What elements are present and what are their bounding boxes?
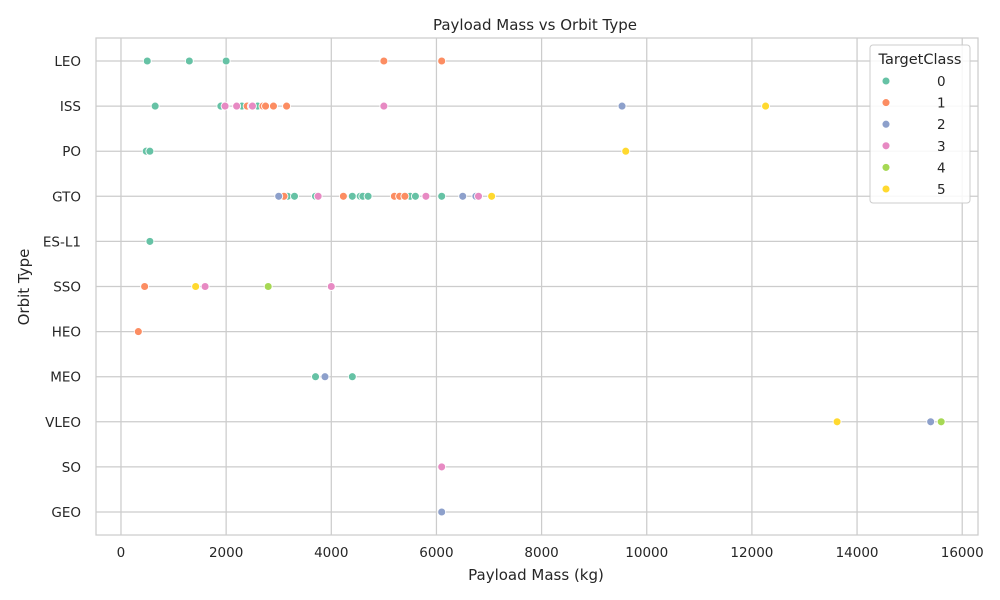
y-tick-label: MEO <box>50 370 81 386</box>
data-point-class-0 <box>145 146 155 156</box>
x-tick-label: 8000 <box>524 545 558 561</box>
x-tick-label: 10000 <box>625 545 668 561</box>
x-tick-label: 16000 <box>941 545 984 561</box>
data-point-class-1 <box>261 101 271 111</box>
data-point-class-4 <box>263 282 273 291</box>
data-point-class-5 <box>191 282 201 291</box>
data-point-class-2 <box>926 417 936 427</box>
data-point-class-1 <box>400 191 410 201</box>
y-tick-label: PO <box>62 144 81 160</box>
data-point-class-0 <box>347 372 357 382</box>
legend-marker-5 <box>881 184 891 194</box>
data-point-class-5 <box>761 101 771 111</box>
data-point-class-3 <box>247 101 257 111</box>
data-point-class-0 <box>145 236 155 246</box>
data-point-class-3 <box>379 101 389 111</box>
data-point-class-3 <box>437 462 447 472</box>
data-point-class-1 <box>269 101 278 111</box>
data-point-class-4 <box>936 417 946 427</box>
data-point-class-5 <box>832 417 842 427</box>
data-point-class-1 <box>338 191 348 201</box>
data-point-class-0 <box>410 191 420 201</box>
legend: TargetClass 0 1 2 3 4 5 <box>869 44 971 204</box>
data-point-class-0 <box>221 56 231 66</box>
data-point-class-3 <box>200 282 210 291</box>
legend-marker-2 <box>881 119 891 129</box>
data-point-class-5 <box>487 191 497 201</box>
y-tick-label: VLEO <box>45 415 81 431</box>
y-tick-label: SO <box>62 460 81 476</box>
data-point-class-3 <box>421 191 431 201</box>
y-tick-label: ISS <box>60 99 81 115</box>
x-tick-label: 6000 <box>419 545 453 561</box>
data-point-class-3 <box>220 101 230 111</box>
data-point-class-0 <box>437 191 447 201</box>
legend-marker-4 <box>881 162 891 172</box>
data-point-class-3 <box>232 101 242 111</box>
data-point-class-1 <box>379 56 389 66</box>
data-point-class-0 <box>363 191 373 201</box>
x-tick-label: 14000 <box>836 545 879 561</box>
legend-marker-0 <box>881 76 891 86</box>
data-point-class-2 <box>274 191 284 201</box>
x-tick-labels: 0 2000 4000 6000 8000 10000 12000 14000 16000 <box>117 545 984 561</box>
data-point-class-0 <box>184 56 194 66</box>
legend-title: TargetClass <box>877 52 961 68</box>
chart-title: Payload Mass vs Orbit Type <box>433 16 637 34</box>
data-point-class-0 <box>150 101 160 111</box>
legend-label-3: 3 <box>937 139 946 155</box>
data-point-class-0 <box>142 56 152 66</box>
data-point-class-3 <box>326 282 336 291</box>
data-point-class-0 <box>347 191 357 201</box>
data-point-class-2 <box>617 101 627 111</box>
plot-frame <box>95 37 979 536</box>
data-point-class-2 <box>458 191 468 201</box>
legend-marker-3 <box>881 141 891 151</box>
data-point-class-3 <box>474 191 483 201</box>
y-axis-title: Orbit Type <box>15 249 33 326</box>
data-point-class-1 <box>133 327 143 337</box>
data-point-class-1 <box>437 56 447 66</box>
data-point-class-0 <box>311 372 320 382</box>
scatter-points <box>133 56 946 517</box>
y-tick-label: GEO <box>51 505 81 521</box>
y-tick-labels: LEO ISS PO GTO ES-L1 SSO HEO MEO VLEO SO GEO <box>43 54 81 521</box>
x-tick-label: 2000 <box>209 545 243 561</box>
data-point-class-2 <box>320 372 330 382</box>
legend-marker-1 <box>881 98 891 108</box>
x-tick-label: 0 <box>117 545 126 561</box>
y-tick-label: ES-L1 <box>43 234 81 250</box>
data-point-class-0 <box>290 191 299 201</box>
x-tick-label: 4000 <box>314 545 348 561</box>
legend-box <box>869 44 971 204</box>
legend-label-4: 4 <box>937 160 946 176</box>
legend-label-5: 5 <box>937 182 946 198</box>
y-tick-label: GTO <box>52 189 81 205</box>
y-tick-label: LEO <box>54 54 81 70</box>
y-tick-label: HEO <box>52 325 81 341</box>
x-axis-title: Payload Mass (kg) <box>468 566 604 584</box>
legend-label-1: 1 <box>937 96 946 112</box>
data-point-class-2 <box>437 507 447 517</box>
legend-entries: 0 1 2 3 4 5 <box>881 74 946 198</box>
data-point-class-3 <box>313 191 323 201</box>
data-point-class-1 <box>140 282 150 291</box>
y-tick-label: SSO <box>53 280 81 296</box>
legend-label-0: 0 <box>937 74 946 90</box>
legend-label-2: 2 <box>937 117 946 133</box>
x-tick-label: 12000 <box>730 545 773 561</box>
data-point-class-5 <box>621 146 631 156</box>
data-point-class-1 <box>282 101 292 111</box>
